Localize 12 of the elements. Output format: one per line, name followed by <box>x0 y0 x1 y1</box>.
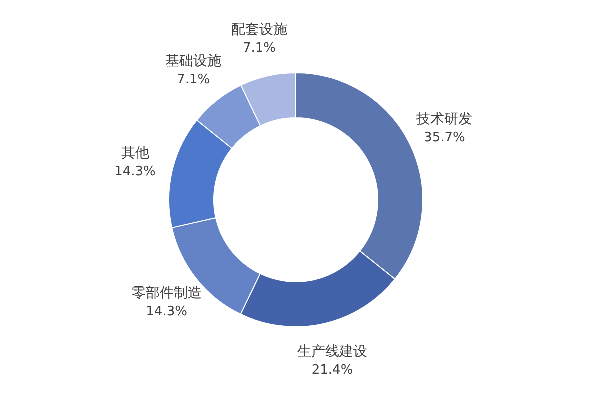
data-label: 14.3% <box>114 164 156 180</box>
data-label: 21.4% <box>312 362 354 378</box>
data-label: 14.3% <box>146 304 188 320</box>
slice-label: 零部件制造 <box>132 286 202 302</box>
slice-label: 配套设施 <box>231 22 288 38</box>
slice-label: 生产线建设 <box>298 344 368 360</box>
data-label: 7.1% <box>242 41 276 56</box>
slice-label: 其他 <box>121 146 150 162</box>
data-label: 35.7% <box>424 130 466 146</box>
slice-label: 技术研发 <box>416 112 473 128</box>
slice-label: 基础设施 <box>166 54 222 70</box>
data-label: 7.1% <box>177 72 210 88</box>
